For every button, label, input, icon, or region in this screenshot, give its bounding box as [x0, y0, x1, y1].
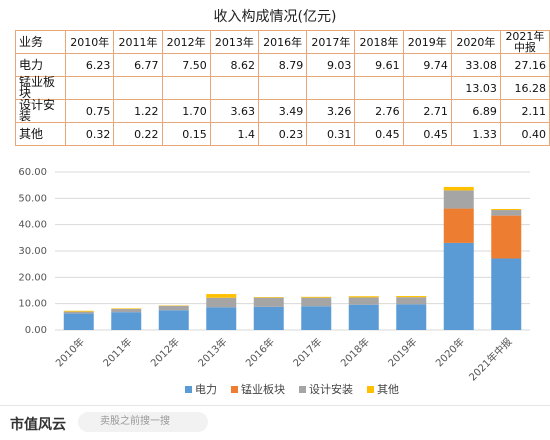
- legend-swatch: [299, 386, 306, 393]
- bar-segment: [206, 307, 236, 330]
- bar-segment: [491, 216, 521, 259]
- bar-segment: [111, 312, 141, 330]
- bar-segment: [491, 210, 521, 216]
- bar-segment: [396, 297, 426, 304]
- y-tick-label: 50.00: [18, 193, 47, 204]
- y-tick-label: 20.00: [18, 272, 47, 283]
- bar-segment: [349, 296, 379, 297]
- x-tick-label: 2017年: [290, 335, 324, 369]
- legend-label: 电力: [195, 383, 217, 396]
- bar-segment: [254, 297, 284, 298]
- x-tick-label: 2016年: [243, 335, 277, 369]
- bar-segment: [64, 312, 94, 314]
- bar-segment: [206, 298, 236, 308]
- bar-segment: [444, 209, 474, 243]
- bar-segment: [396, 304, 426, 330]
- bar-segment: [491, 258, 521, 330]
- x-tick-label: 2011年: [100, 335, 134, 369]
- y-tick-label: 40.00: [18, 220, 47, 231]
- bar-segment: [444, 243, 474, 330]
- x-tick-label: 2013年: [195, 335, 229, 369]
- bar-segment: [444, 187, 474, 191]
- bar-segment: [111, 308, 141, 309]
- bar-segment: [444, 190, 474, 208]
- legend-swatch: [231, 386, 238, 393]
- bar-segment: [64, 311, 94, 312]
- bar-segment: [254, 307, 284, 330]
- legend-swatch: [185, 386, 192, 393]
- x-tick-label: 2018年: [338, 335, 372, 369]
- bar-segment: [396, 296, 426, 297]
- bar-segment: [159, 310, 189, 330]
- y-tick-label: 30.00: [18, 246, 47, 257]
- y-tick-label: 0.00: [25, 325, 47, 336]
- bar-segment: [159, 306, 189, 310]
- x-tick-label: 2010年: [53, 335, 87, 369]
- legend-label: 锰业板块: [241, 382, 285, 396]
- footer: 市值风云 卖股之前搜一搜: [0, 405, 550, 440]
- bar-segment: [301, 297, 331, 298]
- legend-label: 其他: [377, 383, 399, 396]
- y-tick-label: 10.00: [18, 299, 47, 310]
- bar-segment: [301, 306, 331, 330]
- bar-segment: [254, 298, 284, 307]
- search-box[interactable]: 卖股之前搜一搜: [78, 412, 208, 432]
- y-tick-label: 60.00: [18, 167, 47, 178]
- bar-segment: [301, 298, 331, 307]
- x-tick-label: 2019年: [385, 335, 419, 369]
- x-tick-label: 2021年中报: [466, 335, 514, 383]
- legend-swatch: [367, 386, 374, 393]
- x-tick-label: 2020年: [433, 335, 467, 369]
- bar-segment: [64, 314, 94, 330]
- legend-label: 设计安装: [309, 382, 353, 396]
- bar-segment: [206, 294, 236, 298]
- bar-segment: [111, 309, 141, 312]
- bar-segment: [349, 305, 379, 330]
- chart: 0.00 10.00 20.00 30.00 40.00 50.00 60.00 2010年 2…: [0, 0, 550, 405]
- x-tick-label: 2012年: [148, 335, 182, 369]
- brand: 市值风云: [10, 414, 66, 434]
- bar-segment: [491, 209, 521, 210]
- bar-segment: [349, 297, 379, 304]
